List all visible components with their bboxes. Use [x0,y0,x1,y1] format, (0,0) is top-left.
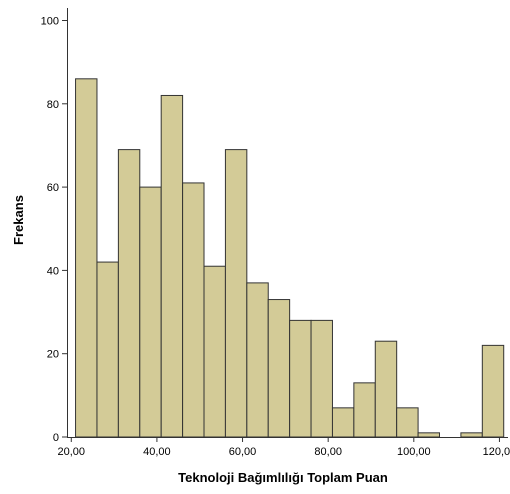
x-tick-label: 100,00 [397,446,431,458]
histogram-bar [460,432,483,438]
x-tick-label: 20,00 [58,446,86,458]
histogram-bar [353,382,376,438]
x-tick-label: 60,00 [229,446,257,458]
histogram-bar [267,299,291,438]
y-tick-label: 60 [47,182,59,194]
axes-layer [67,8,508,438]
histogram-bar [139,186,162,438]
ticks-layer: 0 20 40 60 80 100 20,00 40,00 60,00 80,00 100,00 12… [41,15,510,458]
histogram-bar [246,282,269,438]
y-tick-label: 20 [47,349,59,361]
histogram-bar [310,319,333,438]
histogram-bar [289,319,312,438]
y-tick-label: 80 [47,99,59,111]
histogram-bar [396,407,419,438]
histogram-bar [182,182,205,438]
x-tick-label: 80,00 [314,446,342,458]
y-tick-label: 100 [41,15,59,27]
bars-layer [75,78,505,438]
y-tick-label: 40 [47,265,59,277]
histogram-bar [75,78,98,438]
y-tick-label: 0 [53,432,59,444]
x-tick-label: 120,00 [483,446,510,458]
histogram-bar [160,94,184,438]
x-axis-label: Teknoloji Bağımlılığı Toplam Puan [178,470,388,485]
histogram-bar [224,149,248,438]
histogram-bar [481,344,505,438]
histogram-bar [96,261,119,438]
histogram-bar [417,432,440,438]
histogram-bar [374,340,398,438]
histogram-bar [331,407,355,438]
histogram-bar [203,265,226,438]
x-tick-label: 40,00 [143,446,171,458]
histogram-bar [117,149,141,438]
y-axis-label: Frekans [11,195,26,245]
